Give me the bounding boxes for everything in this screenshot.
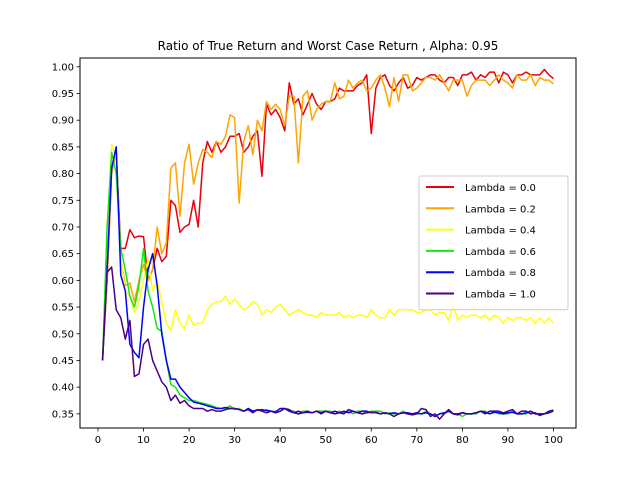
legend-label-5: Lambda = 1.0 bbox=[465, 290, 536, 301]
y-tick-label: 0.55 bbox=[52, 303, 74, 314]
x-tick-label: 70 bbox=[410, 435, 423, 446]
y-tick-label: 0.35 bbox=[52, 409, 74, 420]
y-tick-label: 0.60 bbox=[52, 276, 74, 287]
y-axis: 0.35 0.40 0.45 0.50 0.55 0.60 0.65 0.70 0.75 0.80… bbox=[52, 62, 80, 420]
y-tick-label: 0.90 bbox=[52, 116, 74, 127]
y-tick-label: 0.65 bbox=[52, 249, 74, 260]
series-line-5 bbox=[101, 266, 554, 420]
legend-label-0: Lambda = 0.0 bbox=[465, 183, 536, 194]
y-tick-label: 0.50 bbox=[52, 329, 74, 340]
x-axis: 0 10 20 30 40 50 60 70 80 90 100 bbox=[95, 428, 563, 446]
x-tick-label: 20 bbox=[183, 435, 196, 446]
series-line-1 bbox=[101, 74, 554, 361]
y-tick-label: 0.85 bbox=[52, 142, 74, 153]
plot-frame bbox=[79, 57, 577, 429]
legend: Lambda = 0.0 Lambda = 0.2 Lambda = 0.4 Lamb… bbox=[418, 175, 569, 311]
x-tick-label: 40 bbox=[274, 435, 287, 446]
y-tick-label: 0.75 bbox=[52, 196, 74, 207]
series-line-2 bbox=[101, 143, 555, 361]
chart-title: Ratio of True Return and Worst Case Retu… bbox=[158, 39, 499, 53]
x-tick-label: 80 bbox=[456, 435, 469, 446]
x-tick-label: 90 bbox=[502, 435, 515, 446]
legend-box bbox=[418, 175, 569, 311]
legend-label-1: Lambda = 0.2 bbox=[465, 204, 536, 215]
series-layer bbox=[101, 68, 555, 420]
y-tick-label: 0.80 bbox=[52, 169, 74, 180]
y-tick-label: 0.40 bbox=[52, 383, 74, 394]
x-tick-label: 50 bbox=[319, 435, 332, 446]
x-tick-label: 30 bbox=[228, 435, 241, 446]
y-tick-label: 1.00 bbox=[52, 62, 74, 73]
legend-label-2: Lambda = 0.4 bbox=[465, 226, 536, 237]
legend-label-3: Lambda = 0.6 bbox=[465, 247, 536, 258]
x-tick-label: 10 bbox=[137, 435, 150, 446]
x-tick-label: 60 bbox=[365, 435, 378, 446]
x-tick-label: 0 bbox=[95, 435, 101, 446]
y-tick-label: 0.95 bbox=[52, 89, 74, 100]
legend-label-4: Lambda = 0.8 bbox=[465, 268, 536, 279]
y-tick-label: 0.70 bbox=[52, 222, 74, 233]
y-tick-label: 0.45 bbox=[52, 356, 74, 367]
x-tick-label: 100 bbox=[544, 435, 563, 446]
